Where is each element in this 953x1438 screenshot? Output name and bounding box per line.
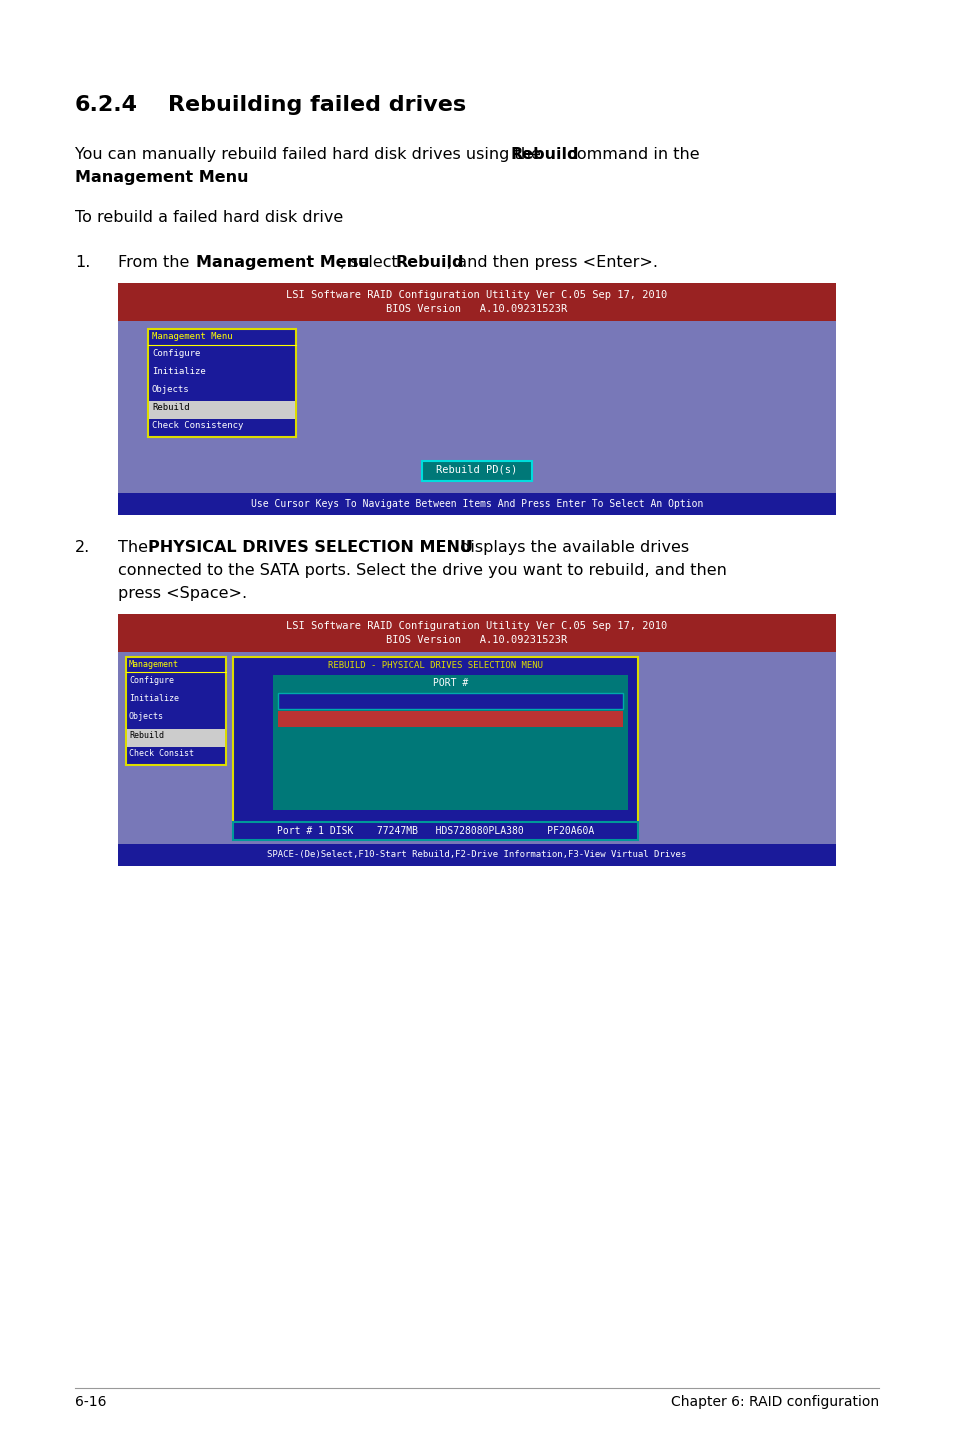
Text: Objects: Objects [152, 385, 190, 394]
Text: Rebuild: Rebuild [511, 147, 578, 162]
Text: Rebuild: Rebuild [395, 255, 464, 270]
Text: ONLIN A00-00: ONLIN A00-00 [297, 696, 368, 706]
Text: Rebuild: Rebuild [129, 731, 164, 739]
Text: Use Cursor Keys To Navigate Between Items And Press Enter To Select An Option: Use Cursor Keys To Navigate Between Item… [251, 499, 702, 509]
Text: SPACE-(De)Select,F10-Start Rebuild,F2-Drive Information,F3-View Virtual Drives: SPACE-(De)Select,F10-Start Rebuild,F2-Dr… [267, 850, 686, 858]
Text: Management Menu: Management Menu [152, 332, 233, 341]
Bar [148, 329, 295, 437]
Bar [149, 401, 294, 418]
Text: command in the: command in the [562, 147, 699, 162]
Text: Configure: Configure [129, 676, 173, 684]
Bar [127, 729, 225, 746]
Bar [233, 823, 638, 840]
Text: From the: From the [118, 255, 194, 270]
Bar [277, 729, 622, 745]
Text: Objects: Objects [129, 712, 164, 722]
Bar [277, 693, 622, 709]
Text: .: . [209, 170, 213, 186]
Text: 1: 1 [285, 715, 291, 723]
Text: Management Menu: Management Menu [75, 170, 248, 186]
Text: 0: 0 [285, 696, 291, 706]
Bar [118, 283, 835, 321]
Text: LSI Software RAID Configuration Utility Ver C.05 Sep 17, 2010: LSI Software RAID Configuration Utility … [286, 290, 667, 301]
Bar [421, 462, 532, 480]
Text: 6.2.4: 6.2.4 [75, 95, 138, 115]
Text: Chapter 6: RAID configuration: Chapter 6: RAID configuration [670, 1395, 878, 1409]
Bar [277, 784, 622, 800]
Text: Management: Management [129, 660, 179, 669]
Text: , select: , select [339, 255, 402, 270]
Text: Port # 1 DISK    77247MB   HDS728080PLA380    PF20A60A: Port # 1 DISK 77247MB HDS728080PLA380 PF… [276, 825, 594, 835]
Text: The: The [118, 541, 153, 555]
Text: Rebuilding failed drives: Rebuilding failed drives [168, 95, 466, 115]
Text: Initialize: Initialize [152, 367, 206, 375]
Text: LSI Software RAID Configuration Utility Ver C.05 Sep 17, 2010: LSI Software RAID Configuration Utility … [286, 621, 667, 631]
Text: 1.: 1. [75, 255, 91, 270]
Bar [273, 674, 627, 810]
Bar [118, 614, 835, 651]
Text: 6-16: 6-16 [75, 1395, 107, 1409]
Text: You can manually rebuild failed hard disk drives using the: You can manually rebuild failed hard dis… [75, 147, 545, 162]
Text: To rebuild a failed hard disk drive: To rebuild a failed hard disk drive [75, 210, 343, 224]
Text: Rebuild: Rebuild [152, 403, 190, 413]
Bar [118, 844, 835, 866]
Bar [118, 493, 835, 515]
Bar [277, 710, 622, 728]
Bar [233, 657, 638, 833]
Text: 2.: 2. [75, 541, 91, 555]
Bar [126, 657, 226, 765]
Text: FAIL  A00-01: FAIL A00-01 [297, 715, 368, 723]
Bar [118, 614, 835, 866]
Text: connected to the SATA ports. Select the drive you want to rebuild, and then: connected to the SATA ports. Select the … [118, 564, 726, 578]
Text: Initialize: Initialize [129, 695, 179, 703]
Text: , and then press <Enter>.: , and then press <Enter>. [447, 255, 658, 270]
Text: REBUILD - PHYSICAL DRIVES SELECTION MENU: REBUILD - PHYSICAL DRIVES SELECTION MENU [328, 661, 542, 670]
Text: PHYSICAL DRIVES SELECTION MENU: PHYSICAL DRIVES SELECTION MENU [148, 541, 473, 555]
Bar [277, 765, 622, 781]
Text: Rebuild PD(s): Rebuild PD(s) [436, 464, 517, 475]
Text: displays the available drives: displays the available drives [455, 541, 688, 555]
Bar [277, 746, 622, 764]
Text: BIOS Version   A.10.09231523R: BIOS Version A.10.09231523R [386, 303, 567, 313]
Text: Check Consist: Check Consist [129, 749, 193, 758]
Text: Management Menu: Management Menu [195, 255, 369, 270]
Text: BIOS Version   A.10.09231523R: BIOS Version A.10.09231523R [386, 636, 567, 646]
Text: press <Space>.: press <Space>. [118, 587, 247, 601]
Text: Check Consistency: Check Consistency [152, 421, 243, 430]
Text: Configure: Configure [152, 349, 200, 358]
Text: PORT #: PORT # [433, 677, 468, 687]
Bar [118, 283, 835, 515]
